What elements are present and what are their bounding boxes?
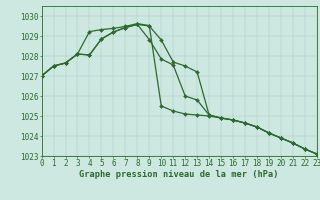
X-axis label: Graphe pression niveau de la mer (hPa): Graphe pression niveau de la mer (hPa) bbox=[79, 170, 279, 179]
